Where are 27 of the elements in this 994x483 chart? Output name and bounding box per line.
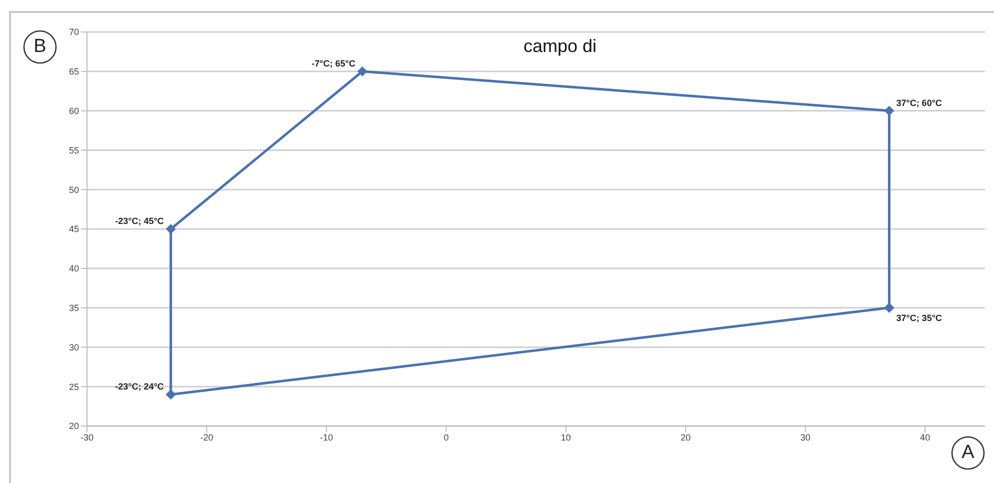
x-tick-label: -30: [80, 432, 94, 442]
x-tick-label: 20: [680, 432, 691, 442]
y-tick-label: 70: [68, 27, 79, 38]
y-tick-label: 35: [68, 302, 79, 313]
data-label: 37°C; 35°C: [896, 312, 942, 323]
x-axis-title: A: [960, 442, 976, 464]
x-tick-label: 0: [444, 432, 449, 442]
data-label: -7°C; 65°C: [312, 58, 356, 68]
y-tick-label: 20: [68, 421, 79, 432]
y-tick-label: 50: [68, 184, 79, 195]
y-tick-label: 30: [68, 342, 79, 352]
x-tick-label: 10: [560, 432, 571, 442]
y-tick-label: 40: [68, 264, 79, 274]
y-tick-label: 55: [68, 145, 79, 156]
y-tick-label: 65: [68, 66, 79, 77]
chart-title: campo di: [522, 36, 598, 57]
x-tick-label: -10: [320, 432, 333, 442]
data-label: 37°C; 60°C: [896, 98, 942, 108]
y-tick-label: 25: [68, 382, 79, 392]
y-tick-label: 45: [68, 224, 79, 234]
data-label: -23°C; 24°C: [115, 381, 164, 392]
x-tick-label: 40: [920, 432, 930, 442]
y-axis-title: B: [32, 36, 48, 58]
x-tick-label: -20: [200, 432, 214, 442]
y-tick-label: 60: [68, 106, 79, 116]
data-label: -23°C; 45°C: [115, 216, 164, 226]
x-tick-label: 30: [800, 432, 810, 442]
